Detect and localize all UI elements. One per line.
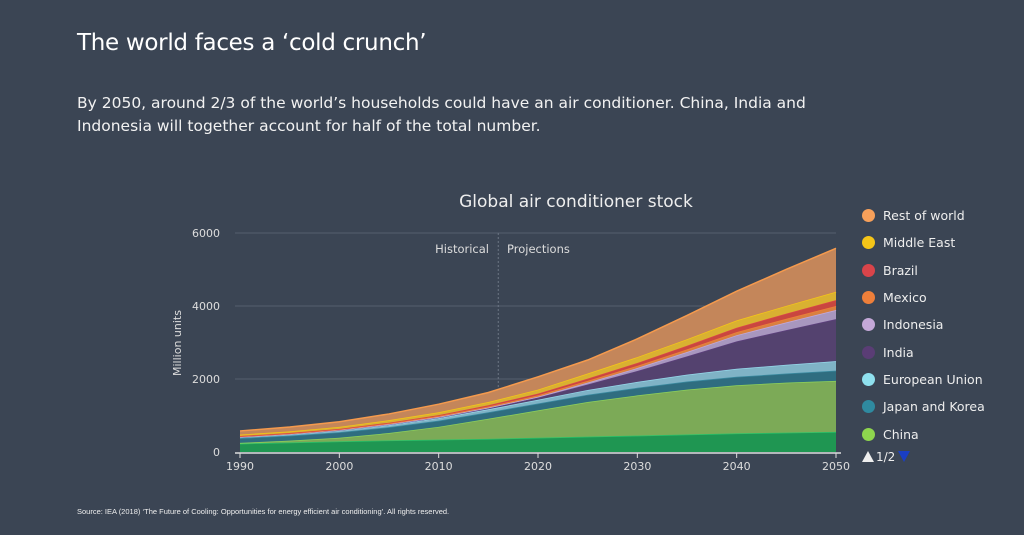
y-tick-label: 4000 — [192, 300, 220, 313]
area-china[interactable] — [240, 380, 836, 444]
legend-label: Rest of world — [883, 208, 965, 224]
legend-item[interactable]: Indonesia — [862, 311, 985, 338]
annotation-historical: Historical — [435, 242, 489, 256]
legend-label: Japan and Korea — [883, 399, 985, 415]
page-title: The world faces a ‘cold crunch’ — [77, 30, 427, 56]
legend-label: Mexico — [883, 290, 927, 306]
legend-pager: 1/2 — [862, 450, 985, 464]
x-tick-label: 2030 — [623, 460, 651, 473]
legend-label: European Union — [883, 371, 983, 387]
y-tick-label: 6000 — [192, 227, 220, 240]
legend-item[interactable]: Rest of world — [862, 202, 985, 229]
source-note: Source: IEA (2018) ‘The Future of Coolin… — [77, 507, 450, 516]
legend-item[interactable]: Middle East — [862, 229, 985, 256]
x-tick-label: 1990 — [226, 460, 254, 473]
legend-dot-icon — [862, 427, 875, 441]
area-series-0[interactable] — [240, 431, 836, 452]
legend-item[interactable]: European Union — [862, 366, 985, 393]
legend-item[interactable]: Japan and Korea — [862, 393, 985, 420]
x-tick-label: 2000 — [325, 460, 353, 473]
area-rest-of-world-line — [239, 247, 837, 432]
legend-dot-icon — [862, 345, 875, 359]
y-tick-label: 0 — [213, 446, 220, 459]
legend-prev-page-icon[interactable] — [862, 451, 874, 463]
legend-label: Middle East — [883, 235, 956, 251]
x-tick-label: 2050 — [822, 460, 850, 473]
legend-page-indicator: 1/2 — [876, 449, 896, 464]
legend-item[interactable]: India — [862, 338, 985, 365]
area-japan-and-korea[interactable] — [240, 370, 836, 443]
legend-label: India — [883, 344, 914, 360]
x-tick-label: 2010 — [425, 460, 453, 473]
legend-dot-icon — [862, 318, 875, 332]
legend-item[interactable]: Brazil — [862, 257, 985, 284]
x-tick-label: 2040 — [723, 460, 751, 473]
page-subtitle: By 2050, around 2/3 of the world’s house… — [77, 94, 806, 135]
legend-label: Brazil — [883, 262, 918, 278]
legend-item[interactable]: Mexico — [862, 284, 985, 311]
legend: Rest of world Middle East Brazil Mexico Indo… — [862, 202, 985, 464]
legend-dot-icon — [862, 291, 875, 305]
area-european-union[interactable] — [240, 361, 836, 439]
legend-label: Indonesia — [883, 317, 944, 333]
y-axis-label: Million units — [171, 310, 184, 376]
legend-dot-icon — [862, 400, 875, 414]
legend-dot-icon — [862, 209, 875, 223]
y-tick-label: 2000 — [192, 373, 220, 386]
legend-dot-icon — [862, 263, 875, 277]
legend-item[interactable]: China — [862, 420, 985, 447]
legend-dot-icon — [862, 372, 875, 386]
chart-title: Global air conditioner stock — [459, 192, 693, 212]
legend-dot-icon — [862, 236, 875, 250]
x-tick-label: 2020 — [524, 460, 552, 473]
legend-label: China — [883, 426, 919, 442]
annotation-projections: Projections — [507, 242, 570, 256]
legend-next-page-icon[interactable] — [898, 451, 911, 463]
